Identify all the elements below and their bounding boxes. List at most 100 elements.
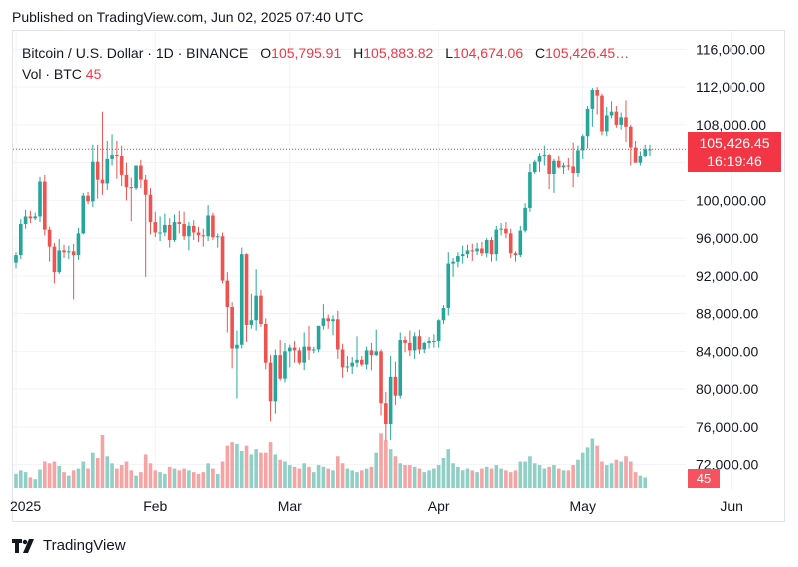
- volume-bar: [326, 468, 330, 488]
- candle-body: [576, 150, 580, 174]
- candle-body: [244, 254, 249, 325]
- volume-bar: [71, 470, 76, 488]
- volume-bar: [547, 466, 551, 488]
- candle-body: [235, 344, 239, 349]
- volume-bar: [595, 445, 599, 488]
- volume-bar: [340, 463, 345, 488]
- close-label: C: [535, 45, 546, 61]
- volume-bar: [67, 475, 71, 488]
- candle-body: [211, 215, 215, 238]
- volume-bar: [470, 470, 475, 488]
- candle-body: [432, 340, 436, 342]
- candle-body: [201, 235, 206, 237]
- candle-body: [287, 347, 292, 352]
- candle-body: [547, 155, 551, 174]
- volume-bar: [350, 470, 355, 488]
- volume-bar: [307, 466, 311, 488]
- candle-body: [470, 250, 475, 252]
- candle-body: [331, 319, 335, 322]
- candle-body: [95, 161, 100, 180]
- volume-bar: [321, 466, 326, 488]
- candle-body: [182, 223, 186, 237]
- candle-body: [230, 307, 234, 349]
- volume-bar: [220, 461, 225, 488]
- volume-bar: [47, 463, 52, 488]
- candle-body: [355, 359, 359, 363]
- candle-body: [134, 165, 138, 189]
- volume-bar: [604, 465, 609, 488]
- volume-bar: [436, 465, 441, 488]
- candle-body: [422, 342, 427, 350]
- volume-bar: [408, 465, 412, 488]
- candle-body: [316, 325, 321, 350]
- volume-bar: [297, 468, 302, 488]
- candle-body: [571, 166, 575, 174]
- y-tick-label: 76,000.00: [696, 419, 758, 435]
- volume-bar: [124, 461, 129, 488]
- y-tick-label: 72,000.00: [696, 457, 758, 473]
- candle-body: [81, 195, 86, 234]
- close-value: 105,426.45…: [545, 45, 630, 61]
- volume-bar: [239, 450, 244, 488]
- x-tick-label: Jun: [720, 498, 743, 514]
- volume-label[interactable]: Vol · BTC: [22, 66, 82, 82]
- volume-bar: [451, 463, 455, 488]
- candle-body: [552, 160, 556, 174]
- candle-body: [417, 336, 422, 350]
- candle-body: [47, 229, 52, 247]
- candle-body: [43, 181, 47, 230]
- volume-bar: [244, 445, 249, 488]
- candle-body: [369, 350, 374, 356]
- candle-body: [345, 366, 350, 368]
- candle-body: [302, 346, 306, 363]
- volume-bar: [62, 472, 66, 488]
- volume-bar: [33, 479, 38, 488]
- candle-body: [23, 216, 28, 224]
- volume-bar: [499, 468, 503, 488]
- candle-body: [619, 117, 623, 125]
- volume-bar: [105, 456, 110, 488]
- candle-body: [609, 111, 614, 116]
- volume-bar: [384, 440, 388, 488]
- candle-body: [336, 319, 340, 350]
- volume-bar: [91, 452, 95, 488]
- candle-body: [566, 165, 571, 167]
- volume-bar: [360, 470, 364, 488]
- volume-bar: [504, 470, 508, 488]
- candle-body: [28, 216, 33, 219]
- candle-body: [494, 229, 499, 255]
- volume-bar: [609, 463, 614, 488]
- volume-bar: [100, 435, 105, 488]
- volume-bar: [480, 468, 484, 488]
- volume-bar: [494, 465, 499, 488]
- volume-bar: [14, 473, 18, 488]
- candle-body: [412, 336, 417, 351]
- candle-body: [460, 254, 465, 257]
- candle-body: [465, 250, 470, 255]
- volume-bar: [542, 468, 547, 488]
- candle-body: [254, 295, 258, 321]
- volume-bar: [76, 468, 81, 488]
- symbol-label[interactable]: Bitcoin / U.S. Dollar · 1D · BINANCE: [22, 45, 249, 61]
- candle-body: [398, 340, 403, 396]
- candle-body: [148, 194, 153, 223]
- tradingview-brand[interactable]: TradingView: [12, 537, 126, 554]
- candle-body: [518, 230, 523, 256]
- volume-bar: [412, 466, 417, 488]
- candle-body: [628, 126, 633, 148]
- candle-body: [57, 250, 62, 273]
- candle-body: [580, 136, 585, 151]
- volume-bar: [532, 463, 537, 488]
- volume-bar: [336, 456, 340, 488]
- volume-bar: [292, 466, 297, 488]
- candle-body: [206, 215, 210, 237]
- last-price-badge: 105,426.45 16:19:46: [688, 132, 781, 172]
- candle-body: [532, 161, 537, 173]
- candle-body: [561, 165, 566, 168]
- volume-bar: [259, 452, 263, 488]
- volume-bar: [115, 468, 119, 488]
- volume-bar: [225, 445, 230, 488]
- volume-bar: [163, 473, 167, 488]
- candle-body: [38, 181, 42, 217]
